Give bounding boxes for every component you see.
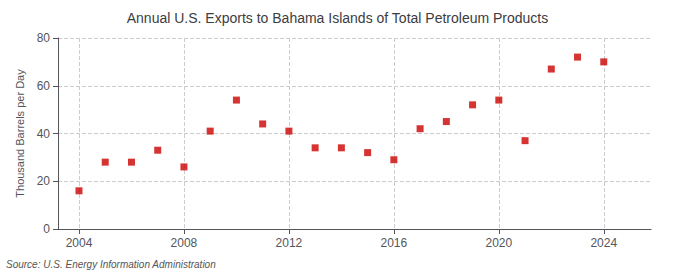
svg-text:2016: 2016 — [381, 236, 408, 250]
svg-text:2012: 2012 — [276, 236, 303, 250]
svg-text:2024: 2024 — [590, 236, 617, 250]
svg-text:0: 0 — [43, 222, 50, 236]
svg-text:2008: 2008 — [171, 236, 198, 250]
svg-text:60: 60 — [37, 79, 51, 93]
svg-text:Source: U.S. Energy Informatio: Source: U.S. Energy Information Administ… — [6, 259, 216, 270]
svg-text:2020: 2020 — [485, 236, 512, 250]
svg-text:2004: 2004 — [66, 236, 93, 250]
svg-text:40: 40 — [37, 127, 51, 141]
svg-text:Thousand Barrels per Day: Thousand Barrels per Day — [14, 69, 26, 198]
svg-text:20: 20 — [37, 174, 51, 188]
svg-text:Annual U.S. Exports to Bahama: Annual U.S. Exports to Bahama Islands of… — [127, 10, 549, 26]
svg-text:80: 80 — [37, 31, 51, 45]
